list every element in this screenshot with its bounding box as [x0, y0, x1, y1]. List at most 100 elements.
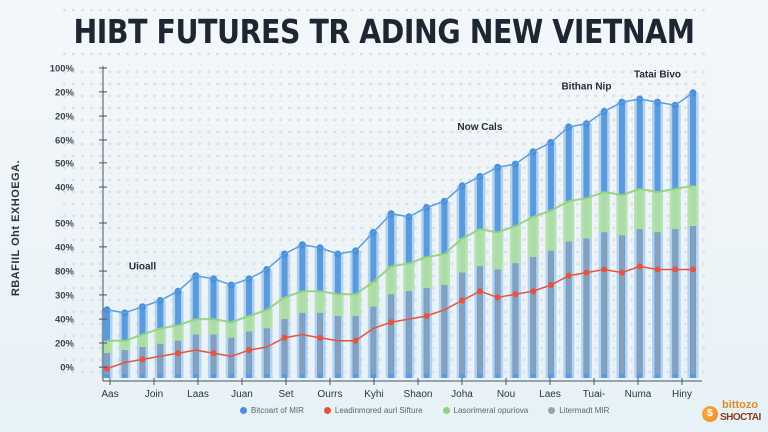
data-point-red[interactable] — [175, 350, 182, 357]
data-point-red[interactable] — [618, 269, 625, 276]
bar-green[interactable] — [580, 198, 592, 239]
chart-annotation: Now Cals — [457, 122, 502, 133]
data-point-red[interactable] — [388, 319, 395, 326]
legend-item[interactable]: Leadinmored aurl Sifture — [323, 406, 423, 415]
data-point-red[interactable] — [565, 272, 572, 279]
bar-green[interactable] — [651, 192, 663, 233]
bar-green[interactable] — [350, 294, 362, 316]
data-point-red[interactable] — [139, 356, 146, 363]
data-point-red[interactable] — [423, 313, 430, 319]
data-point-red[interactable] — [530, 288, 537, 295]
bar-gray[interactable] — [353, 316, 359, 374]
bar-green[interactable] — [296, 291, 308, 313]
legend-item[interactable]: Litermadt MIR — [548, 406, 609, 415]
bar-green[interactable] — [208, 319, 220, 335]
bar-gray[interactable] — [299, 312, 305, 374]
y-tick-label: 40% — [55, 183, 75, 194]
data-point-red[interactable] — [317, 334, 324, 341]
bar-gray[interactable] — [264, 328, 270, 374]
bar-green[interactable] — [172, 325, 184, 341]
grid-dot-row — [60, 286, 710, 290]
bar-green[interactable] — [225, 322, 237, 338]
bar-gray[interactable] — [388, 294, 394, 374]
bar-green[interactable] — [243, 316, 255, 332]
data-point-red[interactable] — [246, 347, 253, 354]
bar-gray[interactable] — [370, 306, 376, 374]
bar-gray[interactable] — [104, 353, 110, 374]
bar-green[interactable] — [616, 195, 628, 236]
data-point-red[interactable] — [601, 266, 608, 273]
bar-gray[interactable] — [637, 229, 643, 374]
bar-green[interactable] — [492, 232, 504, 270]
bar-green[interactable] — [190, 319, 202, 335]
data-point-red[interactable] — [459, 297, 466, 304]
bar-gray[interactable] — [619, 235, 625, 374]
bar-green[interactable] — [598, 192, 610, 233]
grid-dot-row — [60, 118, 710, 122]
data-point-red[interactable] — [281, 334, 288, 341]
bar-green[interactable] — [545, 210, 557, 251]
data-point-red[interactable] — [672, 266, 679, 273]
bar-green[interactable] — [403, 263, 415, 292]
bar-green[interactable] — [367, 281, 379, 307]
bar-green[interactable] — [154, 328, 166, 344]
y-tick-label: 20% — [55, 338, 75, 349]
bar-gray[interactable] — [690, 226, 696, 374]
bar-gray[interactable] — [583, 238, 589, 375]
bar-gray[interactable] — [566, 241, 572, 374]
legend-item[interactable]: Lasorimeral opuriova — [442, 406, 528, 415]
data-point-red[interactable] — [654, 266, 661, 273]
bar-green[interactable] — [509, 226, 521, 264]
data-point-red[interactable] — [512, 291, 519, 298]
bar-gray[interactable] — [530, 257, 536, 374]
bar-gray[interactable] — [672, 229, 678, 374]
bar-green[interactable] — [438, 254, 450, 285]
bar-gray[interactable] — [654, 232, 660, 374]
data-point-red[interactable] — [210, 350, 217, 357]
y-tick-label: 50% — [55, 219, 75, 230]
bar-gray[interactable] — [459, 272, 465, 374]
bar-green[interactable] — [279, 297, 291, 320]
bar-green[interactable] — [421, 257, 433, 289]
bar-green[interactable] — [332, 294, 344, 316]
bar-green[interactable] — [456, 238, 468, 273]
data-point-red[interactable] — [547, 282, 554, 288]
bar-gray[interactable] — [406, 291, 412, 374]
bar-gray[interactable] — [477, 266, 483, 374]
bar-green[interactable] — [474, 229, 486, 267]
bar-green[interactable] — [261, 309, 273, 329]
bar-gray[interactable] — [512, 263, 518, 374]
bar-green[interactable] — [527, 216, 539, 258]
bar-gray[interactable] — [424, 288, 430, 374]
data-point-red[interactable] — [494, 294, 501, 301]
bar-gray[interactable] — [495, 269, 501, 375]
bar-green[interactable] — [101, 340, 113, 354]
grid-dot-row — [60, 94, 710, 98]
data-point-red[interactable] — [476, 288, 483, 295]
bar-green[interactable] — [137, 334, 149, 347]
bar-gray[interactable] — [282, 319, 288, 374]
bar-green[interactable] — [314, 291, 326, 313]
bar-green[interactable] — [669, 188, 681, 230]
bar-green[interactable] — [563, 201, 575, 242]
data-point-red[interactable] — [352, 337, 359, 344]
data-point-red[interactable] — [690, 266, 696, 273]
bar-gray[interactable] — [548, 250, 554, 374]
legend-swatch-gray — [548, 407, 556, 414]
data-point-red[interactable] — [636, 263, 643, 270]
bar-gray[interactable] — [175, 340, 181, 374]
bar-gray[interactable] — [157, 343, 163, 374]
bar-gray[interactable] — [335, 316, 341, 374]
bar-green[interactable] — [687, 185, 699, 227]
data-point-red[interactable] — [583, 269, 590, 276]
bar-green[interactable] — [634, 188, 646, 230]
bar-gray[interactable] — [193, 334, 199, 374]
brand-logo[interactable]: $ bittozo SHOCTAI — [698, 396, 766, 428]
data-point-red[interactable] — [104, 365, 110, 372]
bar-green[interactable] — [385, 266, 397, 295]
bar-gray[interactable] — [441, 285, 447, 374]
bar-green[interactable] — [119, 340, 131, 351]
legend-item[interactable]: Bitcoart of MIR — [240, 406, 304, 415]
bar-gray[interactable] — [317, 312, 323, 374]
bar-gray[interactable] — [601, 232, 607, 374]
